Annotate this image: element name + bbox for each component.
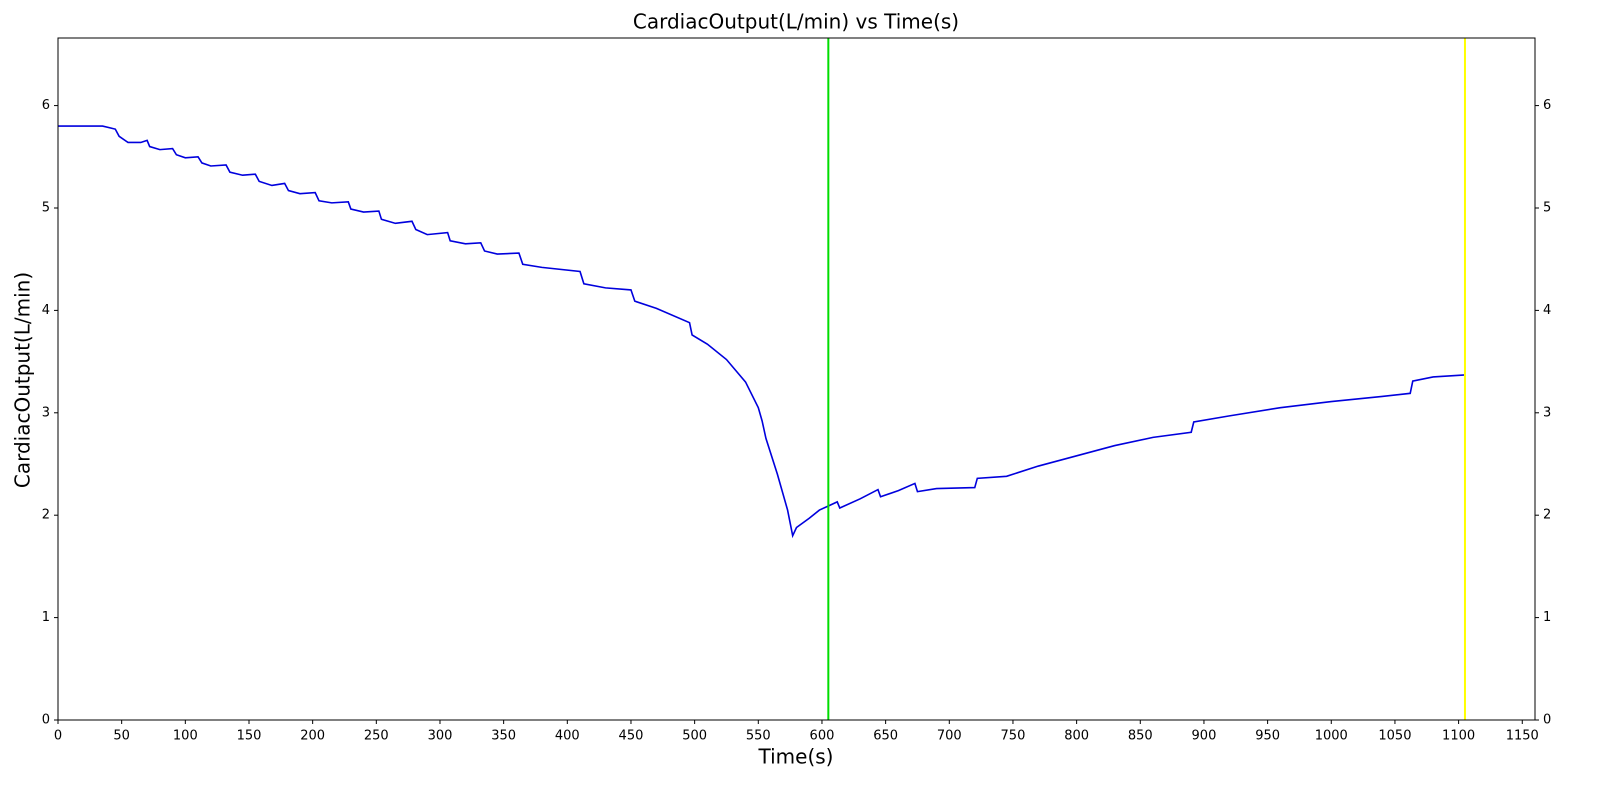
y-axis-label: CardiacOutput(L/min) bbox=[11, 272, 35, 488]
x-tick-label: 200 bbox=[300, 729, 325, 744]
x-tick-label: 0 bbox=[54, 729, 62, 744]
plot-frame bbox=[57, 37, 1536, 721]
y-tick-label: 1 bbox=[42, 610, 50, 625]
y2-tick-label: 0 bbox=[1543, 713, 1551, 728]
y-tick-label: 6 bbox=[42, 98, 50, 113]
data-line bbox=[58, 125, 1466, 539]
y2-tick-label: 1 bbox=[1543, 610, 1551, 625]
y-tick-label: 4 bbox=[42, 303, 50, 318]
chart-title: CardiacOutput(L/min) vs Time(s) bbox=[633, 10, 959, 34]
y2-tick-label: 6 bbox=[1543, 98, 1551, 113]
x-tick-label: 250 bbox=[364, 729, 389, 744]
x-tick-label: 750 bbox=[1001, 729, 1026, 744]
x-tick-label: 600 bbox=[810, 729, 835, 744]
x-tick-label: 400 bbox=[555, 729, 580, 744]
x-tick-label: 1050 bbox=[1378, 729, 1411, 744]
y-tick-label: 2 bbox=[42, 508, 50, 523]
y-tick-label: 3 bbox=[42, 405, 50, 420]
x-tick-label: 700 bbox=[937, 729, 962, 744]
x-tick-label: 1100 bbox=[1442, 729, 1475, 744]
x-tick-label: 1000 bbox=[1315, 729, 1348, 744]
x-tick-label: 800 bbox=[1064, 729, 1089, 744]
y2-tick-label: 3 bbox=[1543, 405, 1551, 420]
x-axis-label: Time(s) bbox=[758, 745, 834, 769]
x-tick-label: 150 bbox=[237, 729, 262, 744]
x-tick-label: 300 bbox=[428, 729, 453, 744]
x-tick-label: 950 bbox=[1255, 729, 1280, 744]
x-tick-label: 550 bbox=[746, 729, 771, 744]
y2-tick-label: 4 bbox=[1543, 303, 1551, 318]
x-tick-label: 850 bbox=[1128, 729, 1153, 744]
y2-tick-label: 2 bbox=[1543, 508, 1551, 523]
x-tick-label: 450 bbox=[619, 729, 644, 744]
x-tick-label: 900 bbox=[1192, 729, 1217, 744]
x-tick-label: 100 bbox=[173, 729, 198, 744]
x-tick-label: 650 bbox=[873, 729, 898, 744]
x-tick-label: 50 bbox=[113, 729, 130, 744]
y-tick-label: 5 bbox=[42, 200, 50, 215]
y2-tick-label: 5 bbox=[1543, 200, 1551, 215]
x-tick-label: 350 bbox=[491, 729, 516, 744]
x-tick-label: 1150 bbox=[1506, 729, 1539, 744]
x-tick-label: 500 bbox=[682, 729, 707, 744]
y-tick-label: 0 bbox=[42, 713, 50, 728]
